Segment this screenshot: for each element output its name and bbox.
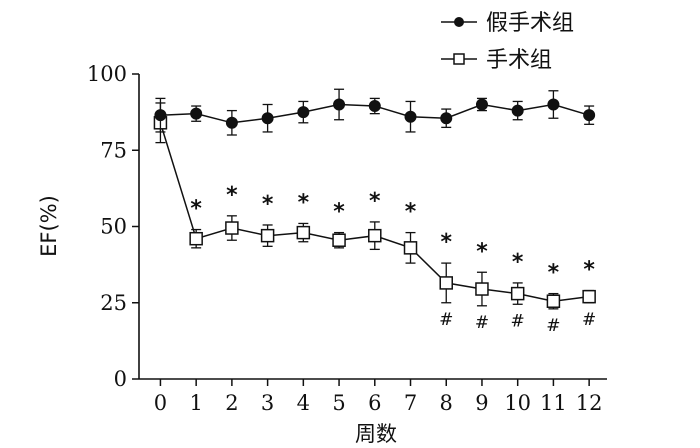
annotations-layer: * * * * * * * * * * * * # # # # # (190, 183, 596, 336)
data-point (440, 112, 453, 125)
x-tick-label: 0 (154, 391, 167, 415)
legend-label-sham: 假手术组 (486, 11, 574, 36)
data-point (297, 106, 310, 119)
y-axis-title: EF(%) (37, 195, 61, 257)
significance-hash: # (439, 310, 453, 330)
data-point (260, 228, 275, 243)
series-sham (154, 88, 596, 136)
significance-star: * (262, 192, 274, 217)
x-tick-label: 1 (189, 391, 202, 415)
data-point (154, 109, 167, 122)
significance-hash: # (511, 311, 525, 331)
significance-star: * (476, 239, 488, 264)
x-tick-label: 8 (440, 391, 453, 415)
significance-star: * (333, 200, 345, 225)
significance-star: * (190, 197, 202, 222)
y-tick-label: 75 (100, 138, 127, 162)
significance-star: * (405, 200, 417, 225)
significance-star: * (298, 190, 310, 215)
legend-label-surgery: 手术组 (486, 48, 552, 73)
y-tick-label: 50 (100, 215, 127, 239)
data-point (583, 109, 596, 122)
x-tick-label: 10 (504, 391, 531, 415)
significance-star: * (512, 250, 524, 275)
x-axis-title: 周数 (355, 422, 397, 446)
data-point (404, 110, 417, 123)
x-tick-label: 12 (576, 391, 603, 415)
data-point (333, 98, 346, 111)
data-point (225, 221, 239, 235)
data-point (261, 112, 274, 125)
x-tick-label: 6 (368, 391, 381, 415)
data-point (190, 107, 203, 120)
legend-item-surgery: 手术组 (441, 48, 552, 73)
x-tick-label: 3 (261, 391, 274, 415)
legend-marker-sham (454, 17, 464, 27)
data-point (225, 116, 238, 129)
series-layer (153, 88, 596, 310)
data-point (546, 294, 561, 308)
x-tick-label: 7 (404, 391, 417, 415)
significance-star: * (583, 258, 595, 283)
data-point (189, 231, 203, 246)
data-point (439, 276, 453, 290)
data-point (475, 98, 488, 111)
series-surgery (153, 102, 596, 310)
y-tick-label: 25 (100, 291, 127, 315)
significance-hash: # (475, 313, 489, 333)
legend-marker-surgery (453, 53, 465, 65)
x-tick-label: 4 (297, 391, 310, 415)
data-point (332, 233, 346, 247)
y-tick-label: 0 (114, 367, 127, 391)
significance-star: * (226, 183, 238, 208)
legend-item-sham: 假手术组 (441, 11, 574, 36)
data-point (475, 282, 489, 296)
data-point (368, 100, 381, 113)
x-tick-label: 5 (332, 391, 345, 415)
x-tick-label: 2 (225, 391, 238, 415)
data-point (511, 104, 524, 117)
significance-star: * (548, 261, 560, 286)
x-tick-label: 11 (540, 391, 567, 415)
data-point (547, 98, 560, 111)
significance-hash: # (546, 316, 560, 336)
legend: 假手术组 手术组 (441, 11, 574, 73)
y-tick-label: 100 (87, 62, 127, 86)
data-point (403, 241, 418, 255)
significance-star: * (440, 230, 452, 255)
data-point (510, 286, 525, 301)
data-point (368, 228, 382, 243)
data-point (582, 289, 596, 304)
significance-hash: # (582, 310, 596, 330)
data-point (296, 225, 311, 240)
x-tick-label: 9 (475, 391, 488, 415)
significance-star: * (369, 189, 381, 214)
